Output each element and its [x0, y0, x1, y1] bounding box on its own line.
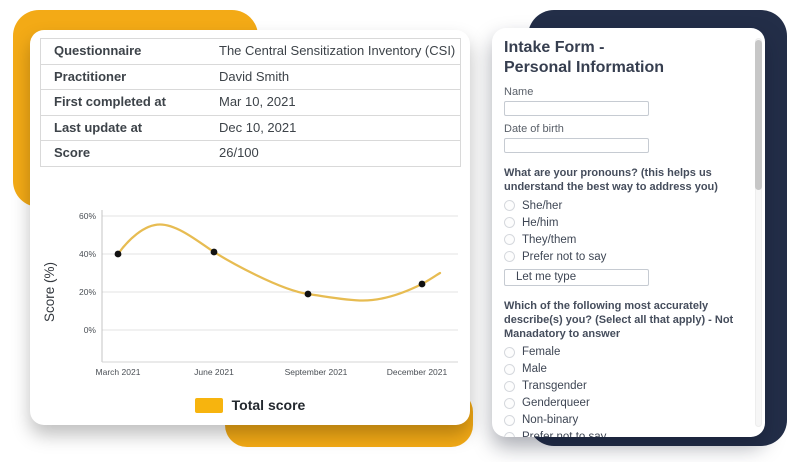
- data-point-december: [418, 280, 426, 288]
- option-label: Non-binary: [522, 414, 579, 427]
- chart-legend: Total score: [30, 397, 470, 413]
- legend-label: Total score: [231, 397, 306, 413]
- y-tick-label: 0%: [84, 325, 97, 335]
- gender-option-genderqueer[interactable]: Genderqueer: [504, 397, 745, 409]
- table-row: Practitioner David Smith: [41, 65, 460, 90]
- radio-icon: [504, 251, 515, 263]
- table-row: Questionnaire The Central Sensitization …: [41, 39, 460, 65]
- table-row: Score 26/100: [41, 141, 460, 166]
- y-tick-label: 20%: [79, 287, 96, 297]
- option-label: She/her: [522, 199, 563, 212]
- row-value: 26/100: [219, 145, 259, 160]
- option-label: Female: [522, 346, 561, 359]
- radio-icon: [504, 414, 515, 426]
- radio-icon: [504, 200, 515, 212]
- row-label: Last update at: [54, 119, 143, 135]
- y-tick-label: 60%: [79, 211, 96, 221]
- name-input[interactable]: [504, 100, 649, 116]
- scrollbar-track[interactable]: [755, 38, 762, 427]
- intake-form-card: Intake Form - Personal Information Name …: [492, 28, 765, 437]
- radio-icon: [504, 380, 515, 392]
- radio-icon: [504, 234, 515, 246]
- option-label: They/them: [522, 233, 577, 246]
- y-axis-label: Score (%): [42, 262, 57, 322]
- form-title: Intake Form - Personal Information: [504, 38, 745, 79]
- row-value: The Central Sensitization Inventory (CSI…: [219, 43, 456, 58]
- radio-icon: [504, 217, 515, 229]
- y-tick-label: 40%: [79, 249, 96, 259]
- gender-option-female[interactable]: Female: [504, 346, 745, 358]
- questionnaire-report-card: Questionnaire The Central Sensitization …: [30, 30, 470, 425]
- pronoun-option-prefer-not-to-say[interactable]: Prefer not to say: [504, 251, 745, 263]
- option-label: Male: [522, 363, 547, 376]
- option-label: He/him: [522, 216, 559, 229]
- let-me-type-input[interactable]: [504, 268, 649, 286]
- legend-swatch: [194, 397, 223, 413]
- radio-icon: [504, 397, 515, 409]
- dob-field-label: Date of birth: [504, 122, 564, 135]
- data-point-june: [210, 248, 218, 256]
- score-chart-svg: 60% 40% 20% 0% Score (%) March 2021 June…: [42, 210, 458, 377]
- pronouns-question: What are your pronouns? (this helps us u…: [504, 166, 718, 194]
- data-point-march: [114, 250, 122, 258]
- scrollbar-thumb[interactable]: [755, 40, 762, 190]
- gender-option-transgender[interactable]: Transgender: [504, 380, 745, 392]
- chart-line-total-score: [116, 223, 442, 302]
- radio-icon: [504, 363, 515, 375]
- data-point-september: [304, 290, 312, 298]
- questionnaire-table: Questionnaire The Central Sensitization …: [40, 38, 461, 167]
- row-value: Dec 10, 2021: [219, 119, 297, 135]
- name-field-label: Name: [504, 85, 534, 98]
- option-label: Prefer not to say: [522, 431, 606, 437]
- pronoun-option-she-her[interactable]: She/her: [504, 200, 745, 212]
- x-tick-label: September 2021: [285, 367, 348, 377]
- option-label: Prefer not to say: [522, 250, 607, 263]
- row-value: Mar 10, 2021: [219, 94, 296, 109]
- radio-icon: [504, 431, 515, 437]
- row-label: Score: [54, 145, 91, 160]
- row-label: Questionnaire: [54, 43, 142, 58]
- x-tick-label: December 2021: [387, 367, 448, 377]
- score-chart: 60% 40% 20% 0% Score (%) March 2021 June…: [38, 196, 462, 382]
- row-value: David Smith: [219, 68, 290, 84]
- radio-icon: [504, 346, 515, 358]
- row-label: First completed at: [54, 94, 166, 109]
- intake-form-content: Intake Form - Personal Information Name …: [492, 28, 765, 437]
- gender-option-prefer-not-to-say[interactable]: Prefer not to say: [504, 431, 745, 437]
- pronoun-option-he-him[interactable]: He/him: [504, 217, 745, 229]
- form-title-line1: Intake Form -: [504, 39, 605, 56]
- option-label: Transgender: [522, 380, 587, 393]
- row-label: Practitioner: [54, 68, 127, 84]
- x-tick-label: June 2021: [194, 367, 234, 377]
- option-label: Genderqueer: [522, 397, 590, 410]
- gender-option-non-binary[interactable]: Non-binary: [504, 414, 745, 426]
- table-row: Last update at Dec 10, 2021: [41, 116, 460, 141]
- gender-option-male[interactable]: Male: [504, 363, 745, 375]
- x-tick-label: March 2021: [96, 367, 141, 377]
- table-row: First completed at Mar 10, 2021: [41, 90, 460, 116]
- form-title-line2: Personal Information: [504, 59, 665, 77]
- pronoun-option-they-them[interactable]: They/them: [504, 234, 745, 246]
- gender-question: Which of the following most accurately d…: [504, 299, 734, 341]
- dob-input[interactable]: [504, 137, 649, 153]
